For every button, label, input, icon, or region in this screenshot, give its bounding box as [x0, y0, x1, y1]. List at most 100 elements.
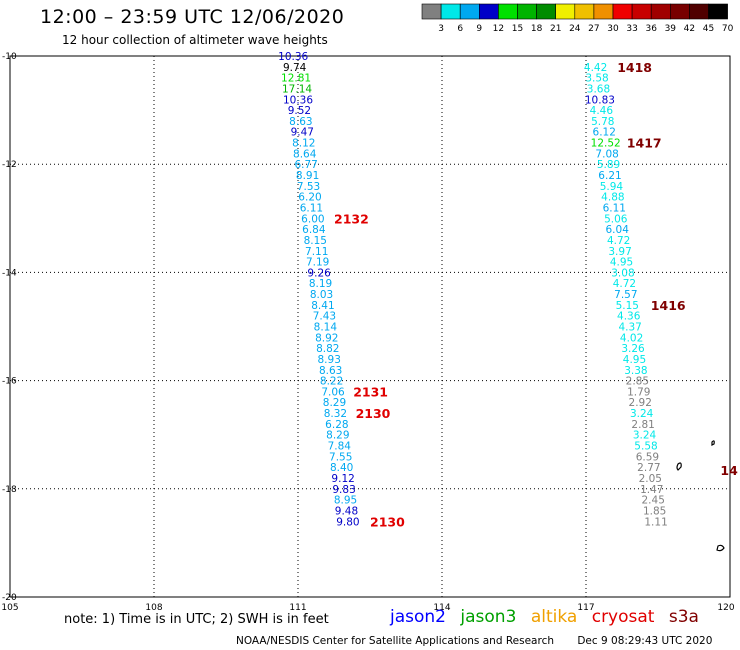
colorbar-label: 45 — [703, 24, 714, 34]
swh-point-label: 10.36 — [283, 94, 313, 106]
time-label: 1417 — [627, 136, 662, 151]
swh-point-label: 8.64 — [293, 148, 317, 160]
y-tick-label: -14 — [2, 268, 17, 278]
axis-layer: 105 108 111 114 117 120 -10 -12 -14 -16 -18 -20 — [1, 52, 734, 613]
colorbar-swatch — [612, 3, 633, 20]
chart-title: 12:00 – 23:59 UTC 12/06/2020 — [40, 6, 345, 28]
swh-point-label: 6.11 — [300, 202, 323, 214]
swh-point-label: 6.20 — [298, 192, 321, 204]
swh-point-label: 2.92 — [629, 397, 652, 409]
swh-point-label: 8.12 — [292, 138, 315, 150]
swh-point-label: 6.28 — [325, 419, 348, 431]
swh-point-label: 8.19 — [309, 278, 332, 290]
time-label: 1418 — [617, 60, 652, 75]
swh-point-label: 7.11 — [305, 246, 328, 258]
swh-point-label: 3.68 — [587, 83, 610, 95]
x-tick-label: 120 — [717, 603, 734, 613]
colorbar-label: 39 — [665, 24, 677, 34]
swh-point-label: 8.40 — [330, 462, 353, 474]
legend-cryosat: cryosat — [591, 607, 655, 627]
colorbar-swatch — [536, 3, 556, 20]
swh-point-label: 6.77 — [294, 159, 317, 171]
swh-point-label: 8.32 — [324, 408, 347, 420]
swh-point-label: 8.63 — [289, 116, 312, 128]
colorbar-swatch — [517, 3, 537, 20]
swh-point-label: 3.08 — [611, 267, 634, 279]
y-tick-label: -18 — [2, 485, 17, 495]
points-layer: 10.369.7412.8117.1410.369.528.639.478.12… — [278, 51, 668, 528]
legend-jason3: jason3 — [460, 607, 517, 627]
colorbar-swatch — [669, 3, 690, 20]
time-labels-layer: 1418 1417 1416 14 2132 2131 2130 2130 — [334, 60, 738, 529]
colorbar-label: 15 — [512, 24, 523, 34]
swh-point-label: 12.52 — [591, 138, 621, 150]
time-label: 1416 — [651, 298, 686, 313]
swh-point-label: 7.06 — [321, 386, 345, 398]
x-tick-label: 108 — [145, 603, 162, 613]
swh-point-label: 3.97 — [608, 246, 631, 258]
swh-point-label: 9.80 — [336, 516, 359, 528]
swh-point-label: 3.38 — [624, 365, 647, 377]
colorbar-swatch — [631, 3, 652, 20]
swh-point-label: 7.53 — [297, 181, 320, 193]
colorbar-label: 6 — [457, 24, 463, 34]
swh-point-label: 6.11 — [603, 202, 626, 214]
coastline-layer — [676, 440, 725, 552]
note-text: note: 1) Time is in UTC; 2) SWH is in fe… — [64, 612, 329, 627]
time-label: 14 — [720, 463, 738, 478]
y-tick-label: -12 — [2, 160, 17, 170]
x-tick-label: 117 — [577, 603, 594, 613]
swh-point-label: 8.95 — [334, 495, 357, 507]
swh-point-label: 4.72 — [613, 278, 636, 290]
swh-point-label: 1.11 — [644, 516, 667, 528]
colorbar-swatch — [498, 3, 518, 20]
swh-point-label: 8.03 — [310, 289, 333, 301]
swh-point-label: 5.15 — [616, 300, 639, 312]
y-tick-label: -10 — [2, 52, 17, 62]
footer: NOAA/NESDIS Center for Satellite Applica… — [236, 635, 712, 647]
colorbar-label: 3 — [438, 24, 444, 34]
swh-point-label: 10.36 — [278, 51, 308, 63]
footer-timestamp: Dec 9 08:29:43 UTC 2020 — [577, 635, 713, 647]
colorbar-swatch — [650, 3, 671, 20]
swh-point-label: 8.14 — [314, 322, 338, 334]
island-outline — [676, 440, 725, 552]
swh-point-label: 10.83 — [585, 94, 615, 106]
swh-point-label: 4.02 — [620, 332, 643, 344]
grid-layer — [10, 56, 730, 597]
swh-point-label: 9.52 — [288, 105, 311, 117]
colorbar-swatch — [421, 3, 442, 20]
swh-point-label: 17.14 — [282, 83, 312, 95]
colorbar-swatch — [708, 3, 728, 20]
swh-point-label: 1.85 — [643, 505, 666, 517]
colorbar-label: 42 — [684, 24, 695, 34]
swh-point-label: 2.81 — [631, 419, 654, 431]
swh-point-label: 6.84 — [302, 224, 326, 236]
swh-point-label: 4.42 — [584, 62, 607, 74]
swh-point-label: 6.12 — [593, 127, 616, 139]
colorbar-swatch — [478, 3, 499, 20]
swh-point-label: 5.78 — [591, 116, 614, 128]
swh-point-label: 4.36 — [617, 311, 641, 323]
swh-point-label: 2.77 — [637, 462, 660, 474]
swh-point-label: 6.00 — [301, 213, 324, 225]
swh-point-label: 1.79 — [627, 386, 650, 398]
footer-org: NOAA/NESDIS Center for Satellite Applica… — [236, 635, 554, 647]
colorbar-swatch — [459, 3, 480, 20]
swh-point-label: 8.29 — [323, 397, 346, 409]
colorbar-swatch — [593, 3, 614, 20]
plot-frame — [9, 55, 731, 598]
legend-altika: altika — [530, 607, 578, 627]
swh-point-label: 12.81 — [281, 73, 311, 85]
swh-point-label: 6.59 — [636, 451, 659, 463]
swh-point-label: 9.83 — [332, 484, 355, 496]
y-tick-label: -20 — [2, 593, 17, 603]
colorbar-label: 33 — [626, 24, 637, 34]
swh-point-label: 6.04 — [606, 224, 630, 236]
swh-point-label: 5.58 — [634, 441, 657, 453]
time-label: 2132 — [334, 211, 369, 226]
time-label: 2130 — [356, 406, 391, 421]
swh-point-label: 4.46 — [590, 105, 614, 117]
